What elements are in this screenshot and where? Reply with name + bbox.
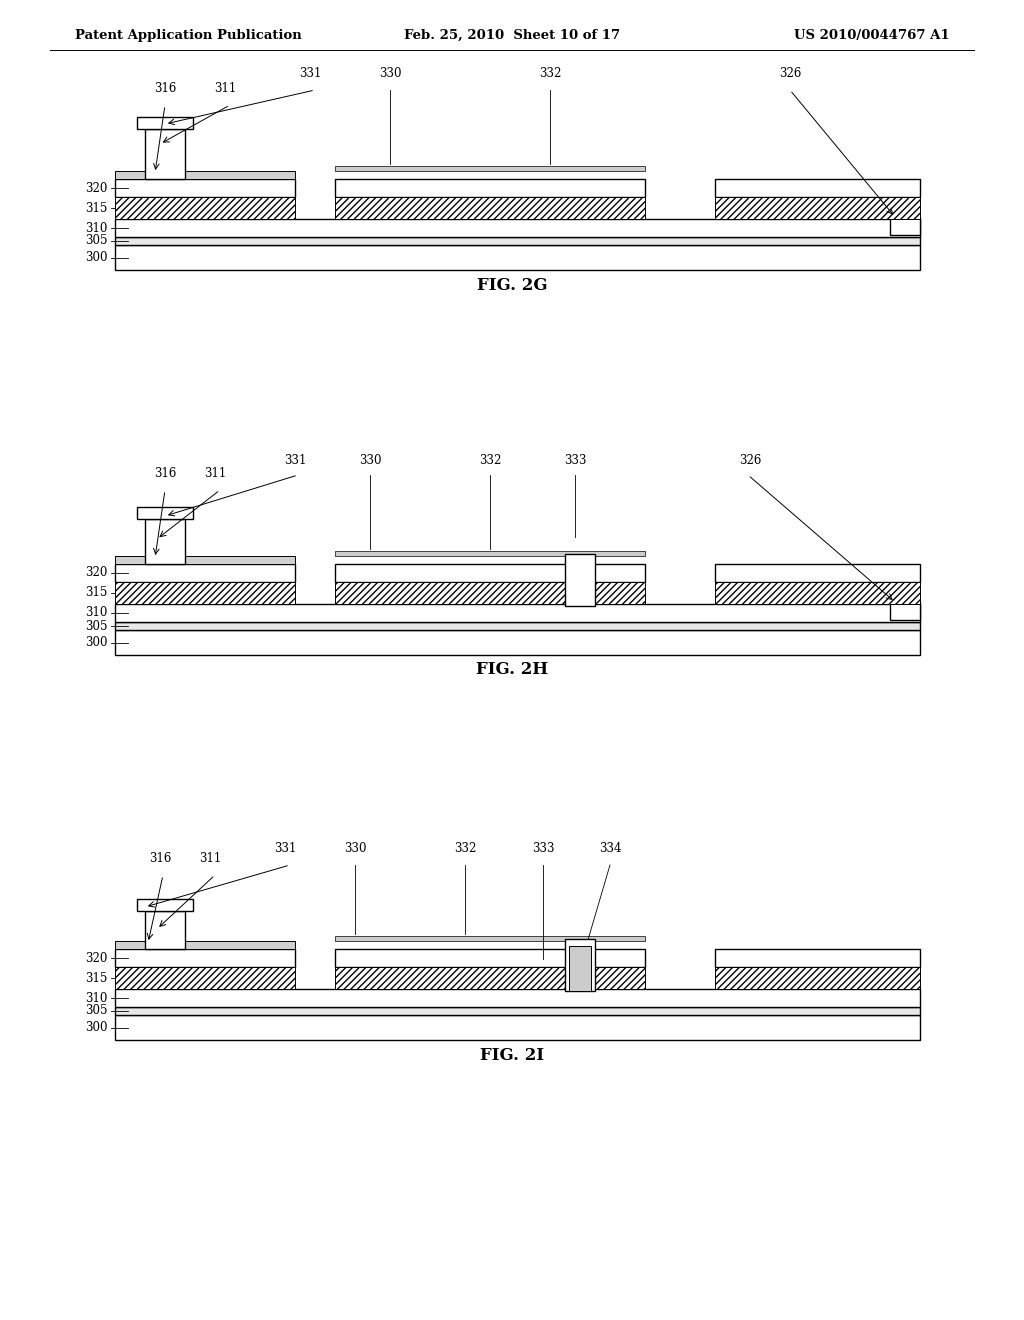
Bar [115,556,295,564]
Bar [335,550,645,556]
Text: 330: 330 [379,67,401,81]
Bar [715,197,920,219]
Bar [335,582,645,605]
Bar [115,219,920,238]
Bar [137,507,193,519]
Bar [890,602,920,620]
Text: 330: 330 [358,454,381,467]
Text: 305: 305 [85,235,108,248]
Bar [115,582,295,605]
Bar [137,117,193,129]
Bar [115,968,295,989]
Text: 310: 310 [86,606,108,619]
Text: 320: 320 [86,181,108,194]
Bar [715,949,920,968]
Text: 316: 316 [148,851,171,865]
Bar [115,172,295,180]
Text: 330: 330 [344,842,367,855]
Text: 315: 315 [86,972,108,985]
Bar [115,1007,920,1015]
Bar [715,582,920,605]
Text: 310: 310 [86,222,108,235]
Text: 333: 333 [564,454,587,467]
Text: Feb. 25, 2010  Sheet 10 of 17: Feb. 25, 2010 Sheet 10 of 17 [403,29,621,41]
Text: 331: 331 [273,842,296,855]
Text: 305: 305 [85,1005,108,1018]
Text: 300: 300 [85,251,108,264]
Text: 331: 331 [284,454,306,467]
Bar [715,180,920,197]
Bar [335,166,645,172]
Bar [145,129,185,180]
Bar [335,936,645,941]
Bar [335,949,645,968]
Bar [145,911,185,949]
Bar [115,605,920,622]
Text: 300: 300 [85,636,108,649]
Bar [115,941,295,949]
Bar [565,554,595,606]
Bar [115,622,920,630]
Text: 310: 310 [86,991,108,1005]
Bar [115,630,920,655]
Bar [115,238,920,246]
Bar [335,180,645,197]
Bar [115,246,920,271]
Text: 316: 316 [154,82,176,95]
Text: FIG. 2G: FIG. 2G [477,276,547,293]
Text: 332: 332 [479,454,501,467]
Text: US 2010/0044767 A1: US 2010/0044767 A1 [795,29,950,41]
Bar [335,968,645,989]
Text: 326: 326 [779,67,801,81]
Text: 316: 316 [154,467,176,480]
Text: 332: 332 [454,842,476,855]
Text: 311: 311 [204,467,226,480]
Bar [715,968,920,989]
Text: 332: 332 [539,67,561,81]
Bar [115,197,295,219]
Bar [890,216,920,235]
Bar [115,989,920,1007]
Text: Patent Application Publication: Patent Application Publication [75,29,302,41]
Text: 326: 326 [738,454,761,467]
Text: 300: 300 [85,1020,108,1034]
Bar [145,519,185,564]
Bar [565,939,595,991]
Bar [115,180,295,197]
Text: 311: 311 [199,851,221,865]
Text: 315: 315 [86,586,108,599]
Bar [115,949,295,968]
Text: 320: 320 [86,566,108,579]
Bar [115,1015,920,1040]
Text: 320: 320 [86,952,108,965]
Text: 315: 315 [86,202,108,214]
Text: 334: 334 [599,842,622,855]
Bar [715,564,920,582]
Bar [335,197,645,219]
Text: 311: 311 [214,82,237,95]
Text: FIG. 2H: FIG. 2H [476,661,548,678]
Text: 331: 331 [299,67,322,81]
Text: FIG. 2I: FIG. 2I [480,1047,544,1064]
Text: 305: 305 [85,619,108,632]
Bar [115,564,295,582]
Bar [137,899,193,911]
Bar [569,946,591,991]
Bar [335,564,645,582]
Text: 333: 333 [531,842,554,855]
